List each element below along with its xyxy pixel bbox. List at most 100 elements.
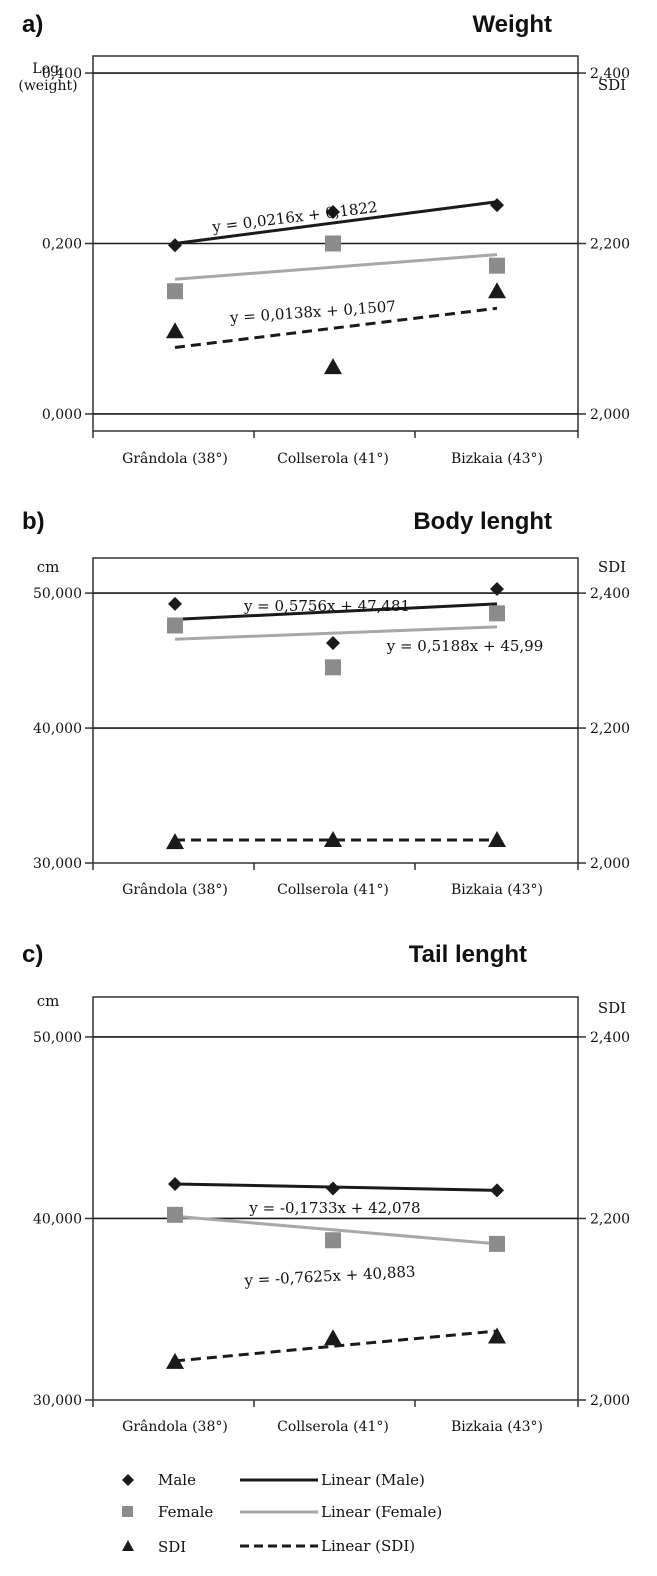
panel-tail-length: c) Tail lenght cm SDI 30,000 40,000 50,000… bbox=[22, 941, 630, 1435]
sdi-point bbox=[324, 1329, 342, 1346]
trendline-male bbox=[174, 602, 498, 621]
sdi-point bbox=[488, 831, 506, 848]
x-tick-label: Bizkaia (43°) bbox=[451, 1419, 543, 1435]
left-axis-label: cm bbox=[37, 992, 60, 1010]
left-axis-label: cm bbox=[37, 558, 60, 576]
left-tick-label: 0,200 bbox=[42, 237, 82, 253]
right-tick-label: 2,400 bbox=[590, 66, 630, 82]
right-tick-label: 2,200 bbox=[590, 721, 630, 737]
right-tick-label: 2,200 bbox=[590, 1211, 630, 1227]
male-point bbox=[326, 636, 340, 651]
female-point bbox=[489, 605, 505, 622]
trendline-male bbox=[174, 200, 498, 245]
trendline-female bbox=[174, 253, 498, 281]
panel-title: Tail lenght bbox=[409, 941, 527, 968]
trendline-female bbox=[174, 625, 498, 641]
panel-letter: b) bbox=[22, 508, 45, 535]
male-point bbox=[326, 204, 340, 219]
legend-female-label: Female bbox=[158, 1503, 213, 1521]
legend: Male Female SDI Linear (Male) Linear (Fe… bbox=[122, 1471, 442, 1556]
right-tick-label: 2,400 bbox=[590, 586, 630, 602]
plot-frame bbox=[92, 557, 579, 864]
panel-title: Body lenght bbox=[413, 508, 552, 535]
female-point bbox=[167, 283, 183, 300]
female-point bbox=[325, 235, 341, 252]
legend-sdi-label: SDI bbox=[158, 1538, 186, 1556]
right-axis-label: SDI bbox=[598, 76, 626, 94]
left-tick-label: 40,000 bbox=[33, 721, 82, 737]
left-tick-label: 0,400 bbox=[42, 66, 82, 82]
sdi-point bbox=[166, 833, 184, 850]
x-tick-label: Bizkaia (43°) bbox=[451, 882, 543, 898]
legend-male-label: Male bbox=[158, 1471, 196, 1489]
left-axis-label-line-1: Log bbox=[32, 61, 59, 77]
panel-body-length: b) Body lenght cm SDI 30,000 40,000 50,000… bbox=[22, 508, 630, 898]
male-trendline-equation: y = 0,0216x + 0,1822 bbox=[210, 198, 378, 236]
left-tick-label: 50,000 bbox=[33, 1030, 82, 1046]
plot-frame bbox=[92, 996, 579, 1401]
x-tick-label: Grândola (38°) bbox=[122, 451, 228, 467]
trendline-sdi bbox=[174, 306, 498, 349]
female-point bbox=[489, 257, 505, 274]
female-point bbox=[167, 1206, 183, 1223]
male-point bbox=[168, 238, 182, 253]
legend-linear-female-label: Linear (Female) bbox=[321, 1503, 442, 1521]
male-point bbox=[168, 596, 182, 611]
left-tick-label: 30,000 bbox=[33, 1393, 82, 1409]
male-trendline-equation: y = 0,5756x + 47,481 bbox=[243, 597, 410, 615]
left-tick-label: 40,000 bbox=[33, 1211, 82, 1227]
sdi-point bbox=[166, 1352, 184, 1369]
sdi-point bbox=[324, 358, 342, 375]
left-tick-label: 50,000 bbox=[33, 586, 82, 602]
plot-area: 0,000 0,200 0,400 2,000 2,200 2,400 Grândola (… bbox=[42, 55, 630, 467]
legend-female-marker bbox=[122, 1506, 133, 1517]
x-tick-label: Collserola (41°) bbox=[277, 1419, 389, 1435]
x-tick-label: Collserola (41°) bbox=[277, 451, 389, 467]
legend-linear-sdi-label: Linear (SDI) bbox=[321, 1537, 415, 1555]
panel-weight: a) Weight Log (weight) SDI 0,000 0,200 0,4… bbox=[18, 11, 630, 467]
right-tick-label: 2,000 bbox=[590, 856, 630, 872]
male-point bbox=[490, 1183, 504, 1198]
male-point bbox=[168, 1176, 182, 1191]
trendline-sdi bbox=[174, 1329, 498, 1363]
male-point bbox=[490, 582, 504, 597]
male-point bbox=[490, 198, 504, 213]
female-point bbox=[325, 1232, 341, 1249]
sdi-point bbox=[488, 282, 506, 299]
female-point bbox=[325, 659, 341, 676]
legend-sdi-marker bbox=[122, 1540, 134, 1551]
left-axis-label: Log (weight) bbox=[18, 61, 77, 94]
female-trendline-equation: y = -0,7625x + 40,883 bbox=[243, 1263, 416, 1290]
right-tick-label: 2,000 bbox=[590, 1393, 630, 1409]
female-point bbox=[167, 617, 183, 634]
male-trendline-equation: y = -0,1733x + 42,078 bbox=[248, 1199, 420, 1217]
left-tick-label: 0,000 bbox=[42, 407, 82, 423]
panel-title: Weight bbox=[472, 11, 552, 38]
right-tick-label: 2,400 bbox=[590, 1030, 630, 1046]
right-axis-label: SDI bbox=[598, 558, 626, 576]
right-axis-label: SDI bbox=[598, 999, 626, 1017]
legend-linear-male-label: Linear (Male) bbox=[321, 1471, 425, 1489]
sdi-point bbox=[488, 1327, 506, 1344]
sdi-point bbox=[166, 322, 184, 339]
right-tick-label: 2,000 bbox=[590, 407, 630, 423]
left-tick-label: 30,000 bbox=[33, 856, 82, 872]
plot-area: 30,000 40,000 50,000 2,000 2,200 2,400 Grândol… bbox=[33, 557, 630, 898]
panel-letter: c) bbox=[22, 941, 43, 968]
panel-letter: a) bbox=[22, 11, 43, 38]
legend-male-marker bbox=[122, 1474, 134, 1486]
right-tick-label: 2,200 bbox=[590, 237, 630, 253]
plot-area: 30,000 40,000 50,000 2,000 2,200 2,400 Grândol… bbox=[33, 996, 630, 1435]
male-point bbox=[326, 1181, 340, 1196]
female-point bbox=[489, 1235, 505, 1252]
left-axis-label-line-2: (weight) bbox=[18, 78, 77, 94]
x-tick-label: Collserola (41°) bbox=[277, 882, 389, 898]
x-tick-label: Grândola (38°) bbox=[122, 882, 228, 898]
sdi-point bbox=[324, 831, 342, 848]
x-tick-label: Grândola (38°) bbox=[122, 1419, 228, 1435]
x-tick-label: Bizkaia (43°) bbox=[451, 451, 543, 467]
trendline-female bbox=[174, 1214, 498, 1246]
female-trendline-equation: y = 0,5188x + 45,99 bbox=[386, 637, 544, 655]
